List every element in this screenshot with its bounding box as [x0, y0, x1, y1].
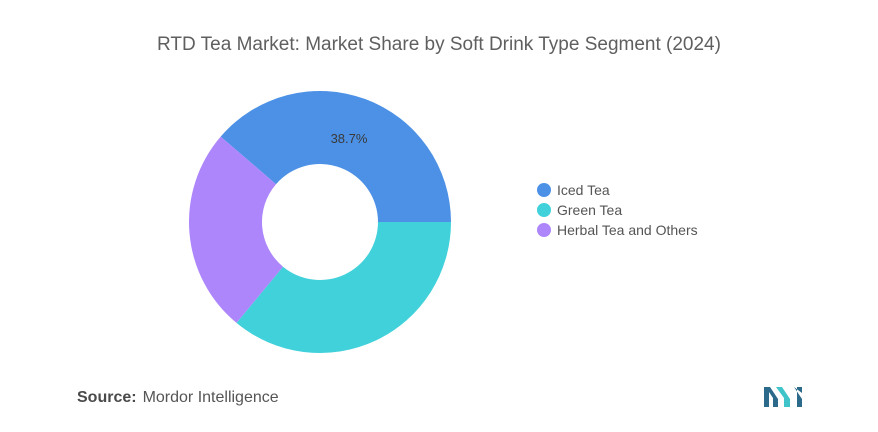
source-note: Source: Mordor Intelligence	[77, 389, 279, 407]
legend-swatch-herbal-tea	[537, 223, 551, 237]
donut-chart: 38.7%	[189, 91, 451, 353]
slice-green-tea	[236, 222, 451, 353]
data-label-iced-tea: 38.7%	[331, 131, 368, 146]
source-value: Mordor Intelligence	[142, 389, 279, 406]
legend-label-green-tea: Green Tea	[557, 202, 623, 218]
slice-iced-tea	[220, 91, 451, 222]
legend-item-iced-tea: Iced Tea	[537, 180, 698, 200]
legend-item-green-tea: Green Tea	[537, 200, 698, 220]
source-label: Source:	[77, 389, 137, 406]
legend-label-herbal-tea: Herbal Tea and Others	[557, 222, 698, 238]
legend-swatch-green-tea	[537, 203, 551, 217]
legend-item-herbal-tea: Herbal Tea and Others	[537, 220, 698, 240]
mordor-intelligence-logo-icon	[764, 387, 802, 407]
slice-herbal-tea	[189, 136, 284, 323]
legend-label-iced-tea: Iced Tea	[557, 182, 610, 198]
legend-swatch-iced-tea	[537, 183, 551, 197]
chart-title: RTD Tea Market: Market Share by Soft Dri…	[157, 34, 721, 55]
legend: Iced Tea Green Tea Herbal Tea and Others	[537, 180, 698, 240]
